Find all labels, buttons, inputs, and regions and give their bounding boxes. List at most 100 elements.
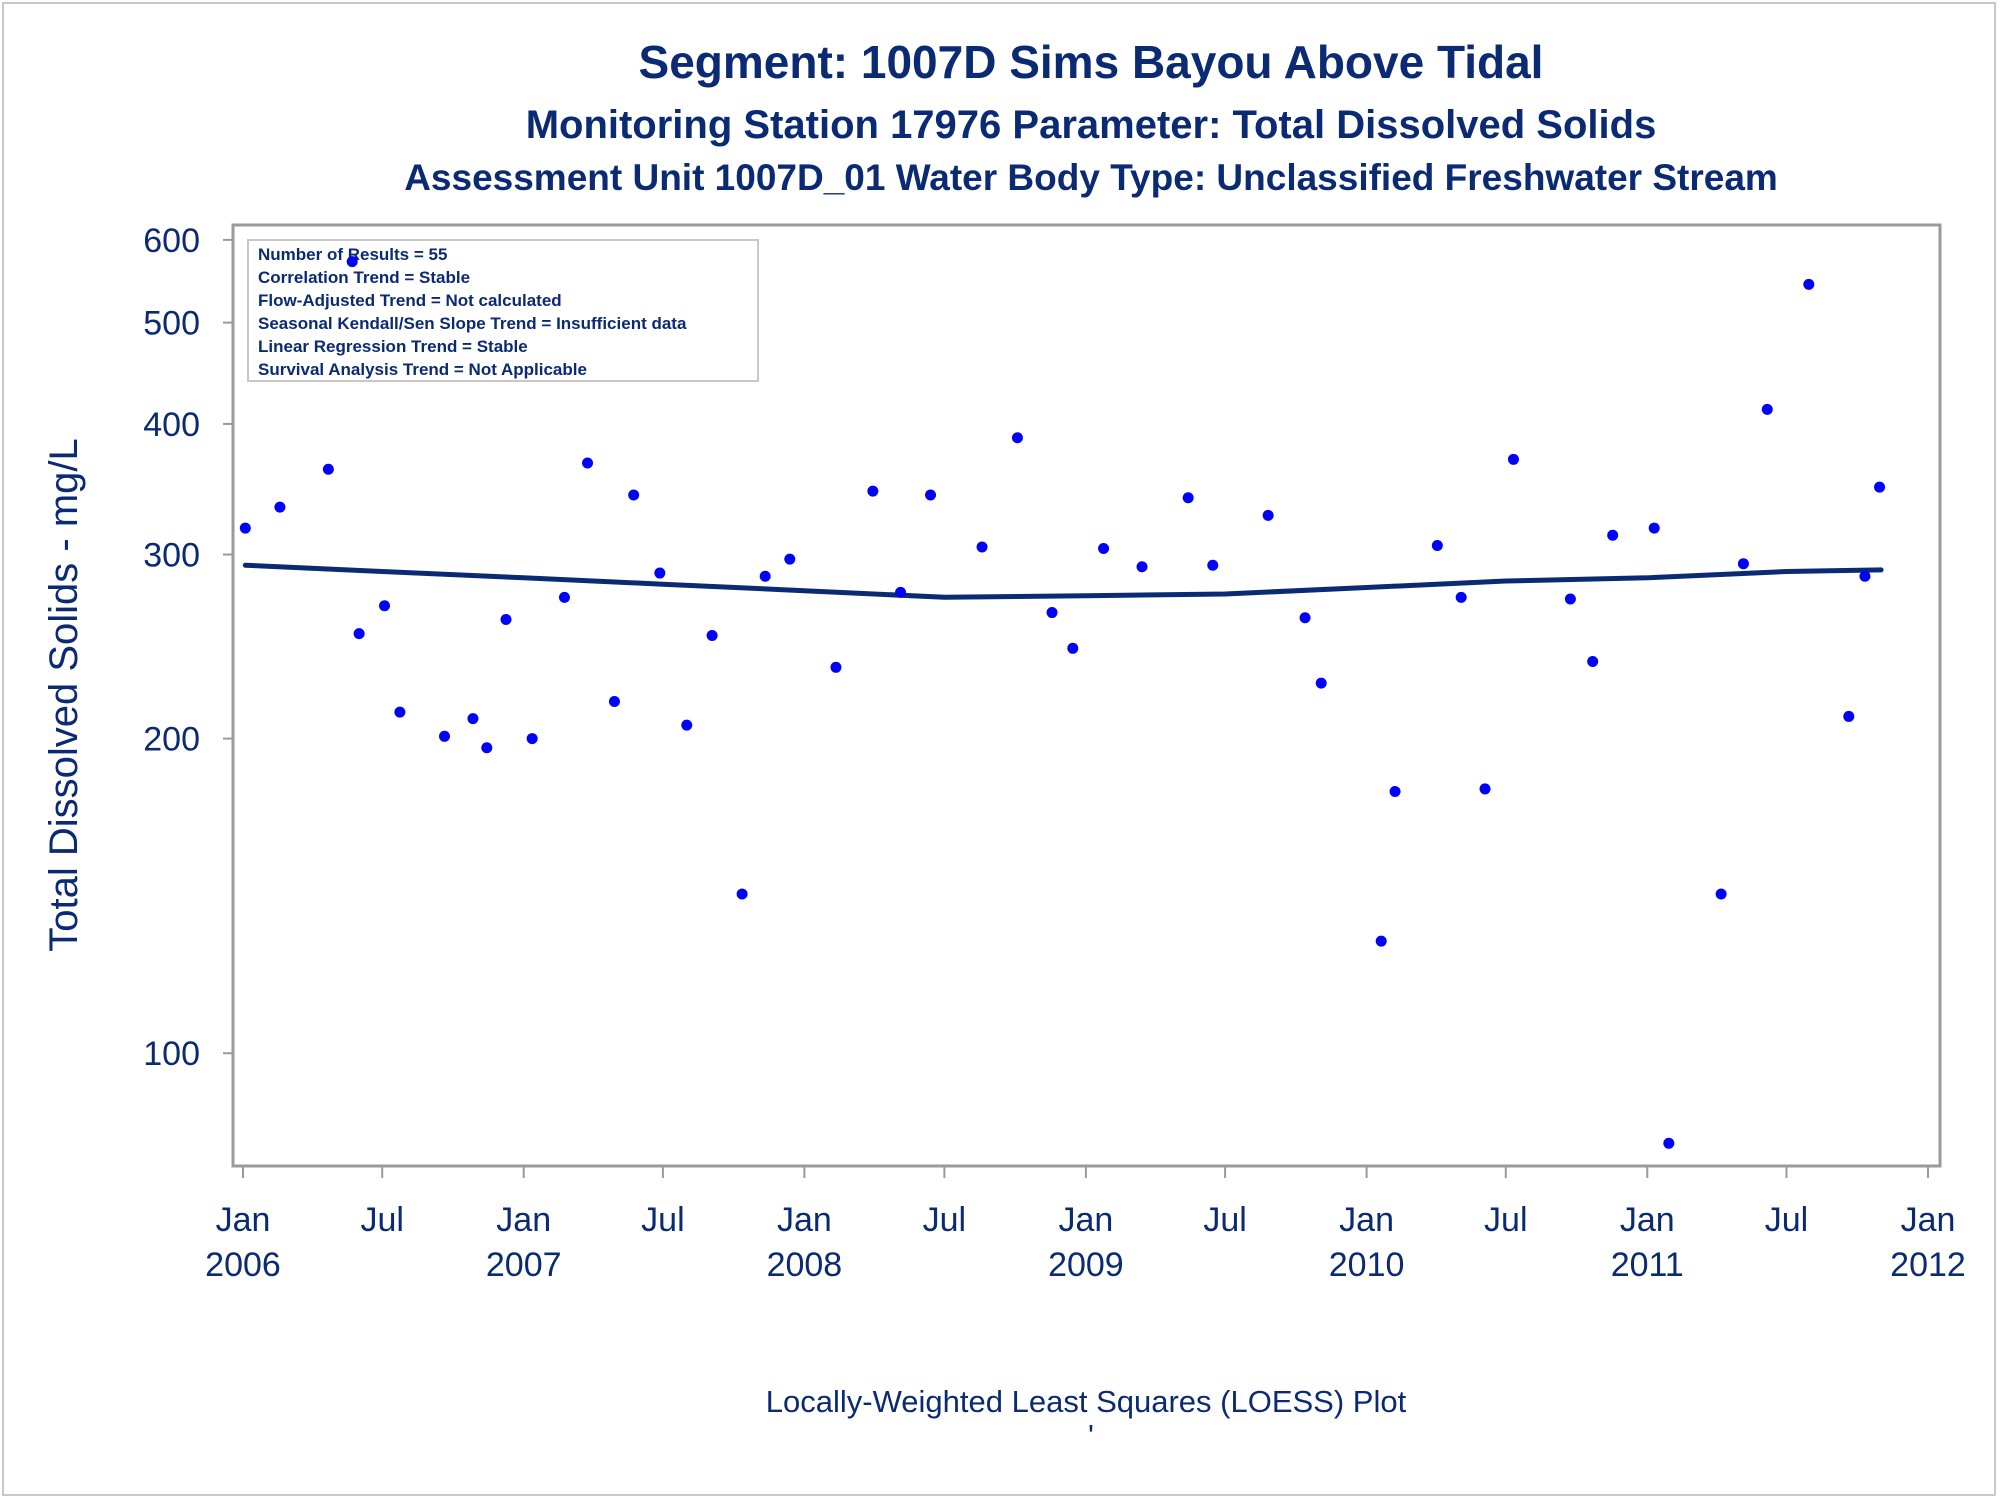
x-tick-year-label: 2006: [205, 1246, 281, 1284]
chart-title: Segment: 1007D Sims Bayou Above Tidal: [639, 36, 1544, 88]
data-point: [1136, 561, 1148, 573]
data-point: [976, 541, 988, 553]
data-point: [1011, 432, 1023, 444]
loess-layer: [242, 562, 1884, 600]
info-line: Correlation Trend = Stable: [258, 268, 470, 287]
y-tick-label: 300: [143, 537, 200, 575]
x-tick-year-label: 2007: [486, 1246, 562, 1284]
data-point: [1431, 540, 1443, 552]
data-point: [239, 522, 251, 534]
data-point: [925, 489, 937, 501]
data-point: [274, 501, 286, 513]
data-point: [1455, 591, 1467, 603]
data-point: [1843, 710, 1855, 722]
data-point: [1507, 453, 1519, 465]
data-point: [582, 457, 594, 469]
data-point: [379, 600, 391, 612]
x-tick-label: Jul: [1203, 1201, 1246, 1239]
data-point: [654, 567, 666, 579]
info-line: Number of Results = 55: [258, 245, 447, 264]
data-point: [1098, 543, 1110, 555]
data-point: [1389, 785, 1401, 797]
data-point: [736, 888, 748, 900]
data-point: [353, 628, 365, 640]
x-tick-year-label: 2012: [1890, 1246, 1966, 1284]
y-tick-label: 500: [143, 305, 200, 343]
data-point: [1067, 642, 1079, 654]
x-tick-label: Jan: [496, 1201, 551, 1239]
data-point: [895, 586, 907, 598]
data-point: [558, 591, 570, 603]
y-tick-label: 400: [143, 406, 200, 444]
loess-curve: [242, 562, 1884, 600]
data-point: [394, 706, 406, 718]
data-point: [759, 570, 771, 582]
data-point: [681, 719, 693, 731]
info-line: Survival Analysis Trend = Not Applicable: [258, 360, 587, 379]
y-axis-label: Total Dissolved Solids - mg/L: [42, 438, 86, 952]
y-tick-label: 600: [143, 222, 200, 260]
footnote: Locally-Weighted Least Squares (LOESS) P…: [766, 1384, 1407, 1419]
y-axis-ticks: 100 200 300 400 500 600: [143, 222, 233, 1073]
x-tick-label: Jul: [360, 1201, 403, 1239]
data-point: [1299, 612, 1311, 624]
data-point: [467, 713, 479, 725]
data-point: [438, 730, 450, 742]
y-tick-label: 100: [143, 1035, 200, 1073]
data-point: [1046, 607, 1058, 619]
info-box: [247, 239, 759, 382]
y-tick-label: 200: [143, 721, 200, 759]
data-point: [867, 485, 879, 497]
chart-subtitle: Monitoring Station 17976 Parameter: Tota…: [526, 103, 1657, 147]
x-tick-label: Jan: [216, 1201, 271, 1239]
data-point: [1564, 593, 1576, 605]
data-point: [1479, 783, 1491, 795]
x-tick-year-label: 2010: [1329, 1246, 1405, 1284]
x-tick-label: Jan: [777, 1201, 832, 1239]
x-tick-year-label: 2011: [1611, 1246, 1684, 1284]
x-tick-year-label: 2009: [1048, 1246, 1124, 1284]
chart-subtitle-2: Assessment Unit 1007D_01 Water Body Type…: [404, 157, 1778, 198]
data-point: [1715, 888, 1727, 900]
data-point: [1315, 677, 1327, 689]
x-tick-label: Jul: [641, 1201, 684, 1239]
x-tick-label: Jul: [1765, 1201, 1808, 1239]
data-point: [1737, 558, 1749, 570]
data-point: [346, 256, 358, 268]
x-tick-label: Jan: [1901, 1201, 1956, 1239]
data-point: [526, 733, 538, 745]
data-point: [1587, 656, 1599, 668]
x-tick-label: Jul: [923, 1201, 966, 1239]
data-point: [1207, 559, 1219, 571]
data-point: [500, 613, 512, 625]
data-point: [1761, 403, 1773, 415]
x-tick-year-label: 2008: [767, 1246, 843, 1284]
info-line: Linear Regression Trend = Stable: [258, 337, 528, 356]
data-point: [628, 489, 640, 501]
data-point: [1182, 492, 1194, 504]
data-point: [1262, 509, 1274, 521]
info-line: Seasonal Kendall/Sen Slope Trend = Insuf…: [258, 314, 687, 333]
x-tick-label: Jan: [1339, 1201, 1394, 1239]
data-point: [608, 696, 620, 708]
info-line: Flow-Adjusted Trend = Not calculated: [258, 291, 562, 310]
x-tick-label: Jan: [1620, 1201, 1675, 1239]
data-point: [322, 463, 334, 475]
x-tick-label: Jan: [1058, 1201, 1113, 1239]
data-point: [1803, 278, 1815, 290]
data-point: [706, 629, 718, 641]
points-layer: [239, 256, 1886, 1149]
data-point: [830, 661, 842, 673]
x-axis-ticks: Jan 2006 Jul Jan 2007 Jul Jan 2008 Jul Jan 2009 Jul…: [205, 1166, 1966, 1284]
data-point: [1375, 935, 1387, 947]
data-point: [1874, 481, 1886, 493]
footnote-mark: ': [1088, 1418, 1094, 1453]
data-point: [1859, 570, 1871, 582]
data-point: [1607, 529, 1619, 541]
data-point: [784, 553, 796, 565]
data-point: [1663, 1137, 1675, 1149]
data-point: [481, 742, 493, 754]
x-tick-label: Jul: [1484, 1201, 1527, 1239]
